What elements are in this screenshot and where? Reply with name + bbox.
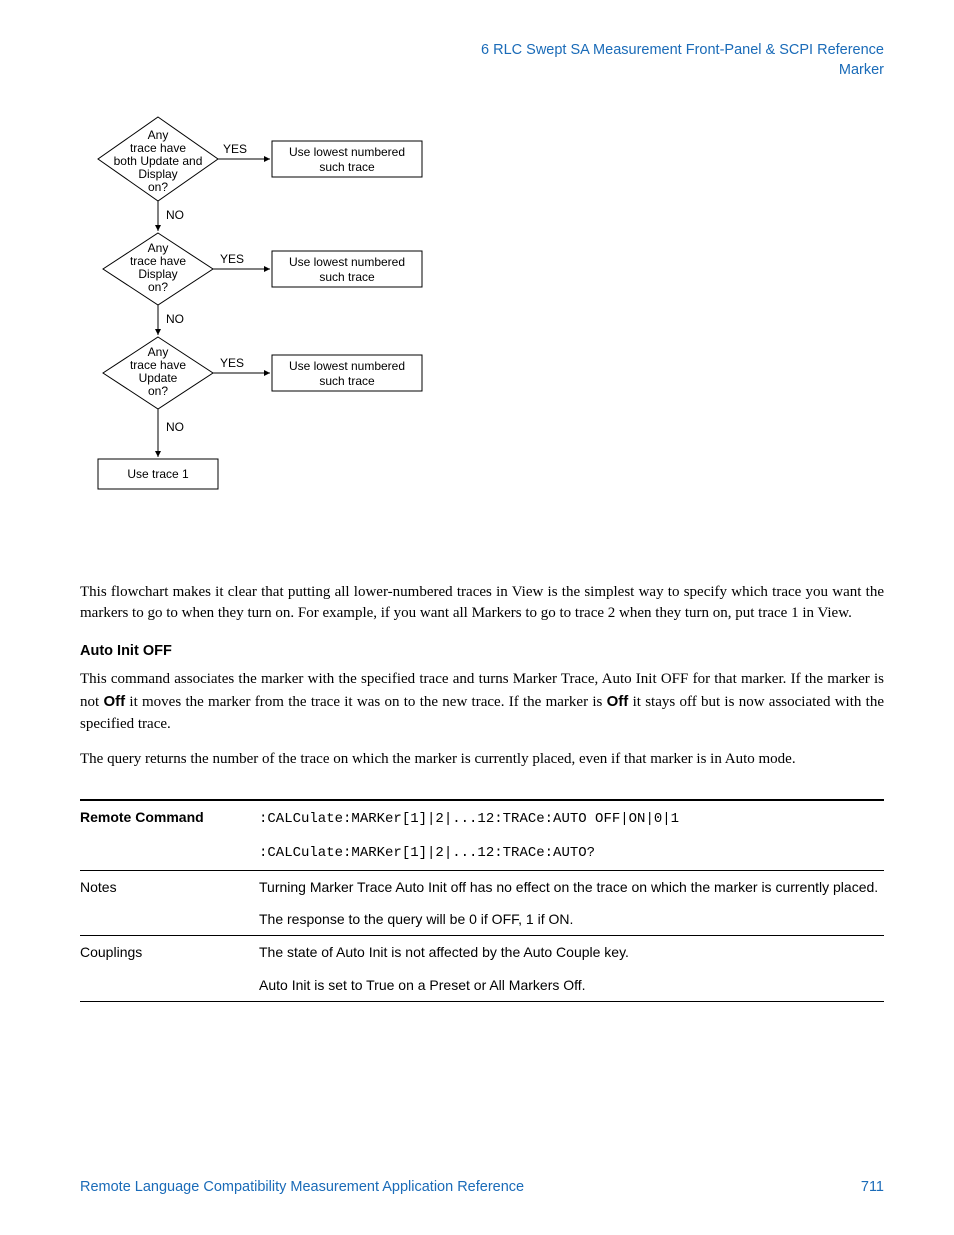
row-value-notes1: Turning Marker Trace Auto Init off has n…: [259, 870, 884, 903]
fc-no-2: NO: [166, 312, 184, 326]
fc-r3-l1: Use lowest numbered: [289, 359, 405, 373]
page-footer: Remote Language Compatibility Measuremen…: [80, 1179, 884, 1195]
row-label-empty: [80, 969, 259, 1002]
fc-yes-2: YES: [220, 252, 244, 266]
row-label-empty: [80, 903, 259, 936]
heading-auto-init-off: Auto Init OFF: [80, 643, 884, 659]
row-value-notes2: The response to the query will be 0 if O…: [259, 903, 884, 936]
paragraph-1: This flowchart makes it clear that putti…: [80, 582, 884, 626]
fc-d2-l4: on?: [148, 280, 168, 294]
fc-d1-l5: on?: [148, 180, 168, 194]
row-value-cmd1: :CALCulate:MARKer[1]|2|...12:TRACe:AUTO …: [259, 811, 679, 827]
fc-yes-1: YES: [223, 142, 247, 156]
row-label-empty: [80, 835, 259, 870]
fc-d2-l3: Display: [138, 267, 177, 281]
table-row: Remote Command :CALCulate:MARKer[1]|2|..…: [80, 800, 884, 835]
fc-d3-l2: trace have: [130, 358, 186, 372]
footer-page-number: 711: [861, 1179, 884, 1195]
fc-d1-l3: both Update and: [114, 154, 203, 168]
fc-r1-l2: such trace: [319, 160, 375, 174]
fc-d1-l2: trace have: [130, 141, 186, 155]
fc-d1-l1: Any: [148, 128, 169, 142]
row-value-coup1: The state of Auto Init is not affected b…: [259, 936, 884, 969]
row-value-cmd2: :CALCulate:MARKer[1]|2|...12:TRACe:AUTO?: [259, 845, 595, 861]
footer-left: Remote Language Compatibility Measuremen…: [80, 1179, 524, 1195]
header-line1: 6 RLC Swept SA Measurement Front-Panel &…: [80, 40, 884, 60]
fc-d3-l4: on?: [148, 384, 168, 398]
fc-d3-l3: Update: [139, 371, 178, 385]
paragraph-2: This command associates the marker with …: [80, 669, 884, 735]
fc-yes-3: YES: [220, 356, 244, 370]
table-row: Notes Turning Marker Trace Auto Init off…: [80, 870, 884, 903]
page-header: 6 RLC Swept SA Measurement Front-Panel &…: [80, 40, 884, 81]
fc-r1-l1: Use lowest numbered: [289, 145, 405, 159]
row-label-notes: Notes: [80, 870, 259, 903]
flowchart-diagram: Any trace have both Update and Display o…: [88, 109, 884, 554]
off-word-1: Off: [103, 693, 125, 710]
row-label-couplings: Couplings: [80, 936, 259, 969]
table-row: Auto Init is set to True on a Preset or …: [80, 969, 884, 1002]
row-value-coup2: Auto Init is set to True on a Preset or …: [259, 969, 884, 1002]
fc-r2-l2: such trace: [319, 270, 375, 284]
table-row: Couplings The state of Auto Init is not …: [80, 936, 884, 969]
table-row: :CALCulate:MARKer[1]|2|...12:TRACe:AUTO?: [80, 835, 884, 870]
off-word-2: Off: [607, 693, 629, 710]
table-row: The response to the query will be 0 if O…: [80, 903, 884, 936]
fc-r3-l2: such trace: [319, 374, 375, 388]
fc-d2-l1: Any: [148, 241, 169, 255]
header-line2: Marker: [80, 60, 884, 80]
fc-r2-l1: Use lowest numbered: [289, 255, 405, 269]
fc-d1-l4: Display: [138, 167, 177, 181]
row-label-remote-command: Remote Command: [80, 800, 259, 835]
paragraph-3: The query returns the number of the trac…: [80, 749, 884, 771]
reference-table: Remote Command :CALCulate:MARKer[1]|2|..…: [80, 799, 884, 1002]
fc-no-1: NO: [166, 208, 184, 222]
fc-d2-l2: trace have: [130, 254, 186, 268]
fc-d3-l1: Any: [148, 345, 169, 359]
fc-r4-l1: Use trace 1: [127, 467, 189, 481]
fc-no-3: NO: [166, 420, 184, 434]
p2-part-b: it moves the marker from the trace it wa…: [125, 694, 607, 710]
